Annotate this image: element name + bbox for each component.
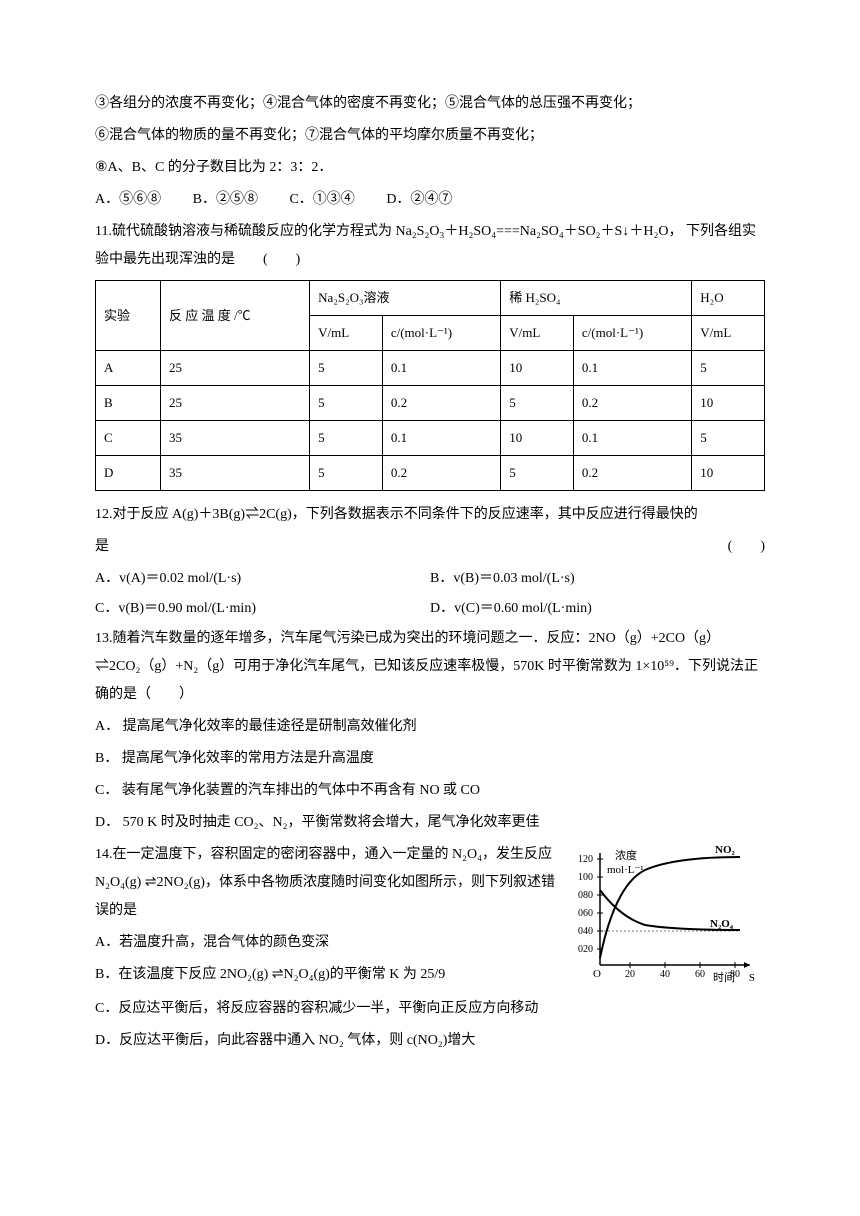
q14-opt-d: D．反应达平衡后，向此容器中通入 NO₂ 气体，则 c(NO₂)增大 (95, 1027, 765, 1055)
th-h2o: H₂O (692, 281, 765, 316)
cell: 10 (692, 456, 765, 491)
table-row: D 35 5 0.2 5 0.2 10 (96, 456, 765, 491)
q10-opt-a: A．⑤⑥⑧ (95, 192, 161, 207)
cell: 5 (501, 386, 574, 421)
series-n2o4-label: N₂O₄ (710, 918, 734, 930)
ytick-040: 040 (578, 926, 593, 937)
q10-opt-d: D．②④⑦ (386, 192, 452, 207)
ytick-020: 020 (578, 944, 593, 955)
ytick-120: 120 (578, 854, 593, 865)
y-axis-label-2: mol·L⁻¹ (607, 859, 644, 881)
cell: 0.1 (382, 421, 500, 456)
cell: 5 (310, 351, 383, 386)
th-exp: 实验 (96, 281, 161, 351)
q14-opt-a: A．若温度升高，混合气体的颜色变深 (95, 929, 557, 957)
q14-opt-b: B．在该温度下反应 2NO₂(g) ⇌N₂O₄(g)的平衡常 K 为 25/9 (95, 961, 557, 989)
q14-chart: 浓度 mol·L⁻¹ 120 100 080 060 040 020 20 40 (565, 845, 765, 995)
q12-opt-a: A．v(A)＝0.02 mol/(L·s) (95, 565, 430, 593)
ytick-100: 100 (578, 872, 593, 883)
preamble-4: ⑥混合气体的物质的量不再变化；⑦混合气体的平均摩尔质量不再变化； (95, 122, 765, 150)
q12-l2-right: ( ) (728, 533, 765, 561)
q12-l2: 是 ( ) (95, 533, 765, 561)
cell: 25 (161, 386, 310, 421)
cell: B (96, 386, 161, 421)
cell: 5 (310, 421, 383, 456)
q14-text: 14.在一定温度下，容积固定的密闭容器中，通入一定量的 N₂O₄，发生反应 N₂… (95, 841, 557, 925)
cell: 0.1 (573, 421, 691, 456)
cell: 0.2 (382, 386, 500, 421)
cell: 0.1 (573, 351, 691, 386)
q13-opt-d: D． 570 K 时及时抽走 CO₂、N₂，平衡常数将会增大，尾气净化效率更佳 (95, 809, 765, 837)
q12-row1: A．v(A)＝0.02 mol/(L·s) B．v(B)＝0.03 mol/(L… (95, 565, 765, 593)
q13-opt-a: A． 提高尾气净化效率的最佳途径是研制高效催化剂 (95, 713, 765, 741)
cell: 10 (501, 351, 574, 386)
cell: 5 (310, 456, 383, 491)
cell: 10 (692, 386, 765, 421)
cell: 0.2 (382, 456, 500, 491)
q13-opt-b: B． 提高尾气净化效率的常用方法是升高温度 (95, 745, 765, 773)
th-na2s2o3: Na₂S₂O₃溶液 (310, 281, 501, 316)
q12-opt-d: D．v(C)＝0.60 mol/(L·min) (430, 595, 765, 623)
cell: 25 (161, 351, 310, 386)
preamble-3: ③各组分的浓度不再变化；④混合气体的密度不再变化；⑤混合气体的总压强不再变化； (95, 90, 765, 118)
th-c-1: c/(mol·L⁻¹) (382, 316, 500, 351)
q13-text: 13.随着汽车数量的逐年增多，汽车尾气污染已成为突出的环境问题之一．反应：2NO… (95, 625, 765, 709)
th-vml-3: V/mL (692, 316, 765, 351)
table-row: B 25 5 0.2 5 0.2 10 (96, 386, 765, 421)
q12-row2: C．v(B)＝0.90 mol/(L·min) D．v(C)＝0.60 mol/… (95, 595, 765, 623)
series-no2-label: NO₂ (715, 845, 736, 856)
th-vml-2: V/mL (501, 316, 574, 351)
q11-text: 11.硫代硫酸钠溶液与稀硫酸反应的化学方程式为 Na₂S₂O₃＋H₂SO₄===… (95, 218, 765, 274)
th-vml-1: V/mL (310, 316, 383, 351)
table-row: A 25 5 0.1 10 0.1 5 (96, 351, 765, 386)
cell: 35 (161, 421, 310, 456)
q12-opt-c: C．v(B)＝0.90 mol/(L·min) (95, 595, 430, 623)
q12-l1: 12.对于反应 A(g)＋3B(g)⇌2C(g)，下列各数据表示不同条件下的反应… (95, 501, 765, 529)
x-axis-label-2: S (749, 967, 755, 989)
preamble-5: ⑧A、B、C 的分子数目比为 2：3：2． (95, 154, 765, 182)
q10-opt-c: C．①③④ (289, 192, 354, 207)
cell: 0.2 (573, 456, 691, 491)
th-h2so4: 稀 H₂SO₄ (501, 281, 692, 316)
cell: 0.1 (382, 351, 500, 386)
cell: D (96, 456, 161, 491)
q12-l2-left: 是 (95, 533, 109, 561)
xtick-40: 40 (660, 969, 670, 980)
cell: 5 (692, 421, 765, 456)
q13-opt-c: C． 装有尾气净化装置的汽车排出的气体中不再含有 NO 或 CO (95, 777, 765, 805)
cell: 10 (501, 421, 574, 456)
cell: 5 (501, 456, 574, 491)
x-axis-label-1: 时间 (713, 967, 735, 989)
xtick-60: 60 (695, 969, 705, 980)
q10-options: A．⑤⑥⑧ B．②⑤⑧ C．①③④ D．②④⑦ (95, 186, 765, 214)
q14-opt-c: C．反应达平衡后，将反应容器的容积减少一半，平衡向正反应方向移动 (95, 995, 765, 1023)
cell: 5 (310, 386, 383, 421)
th-c-2: c/(mol·L⁻¹) (573, 316, 691, 351)
th-temp: 反 应 温 度 /℃ (161, 281, 310, 351)
q12-opt-b: B．v(B)＝0.03 mol/(L·s) (430, 565, 765, 593)
cell: C (96, 421, 161, 456)
cell: 5 (692, 351, 765, 386)
cell: 0.2 (573, 386, 691, 421)
table-row: C 35 5 0.1 10 0.1 5 (96, 421, 765, 456)
chart-svg: 120 100 080 060 040 020 20 40 60 80 (565, 845, 765, 995)
cell: 35 (161, 456, 310, 491)
cell: A (96, 351, 161, 386)
q10-opt-b: B．②⑤⑧ (193, 192, 258, 207)
q11-table: 实验 反 应 温 度 /℃ Na₂S₂O₃溶液 稀 H₂SO₄ H₂O V/mL… (95, 280, 765, 491)
ytick-080: 080 (578, 890, 593, 901)
svg-text:O: O (593, 968, 601, 980)
ytick-060: 060 (578, 908, 593, 919)
xtick-20: 20 (625, 969, 635, 980)
